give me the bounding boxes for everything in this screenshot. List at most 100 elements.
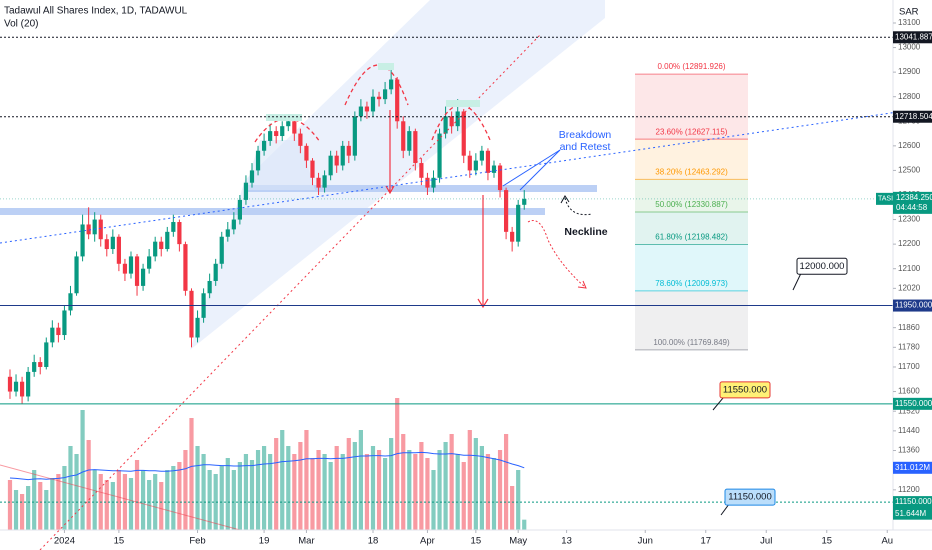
vol-ma-label: 311.012M (895, 463, 930, 472)
candle-body (503, 190, 509, 232)
level-tag-label: 11950.000 (895, 301, 932, 310)
y-tick-label: 13000 (898, 43, 921, 52)
level-tag (893, 299, 932, 312)
trend-line (0, 106, 932, 244)
volume-label: 51.644M (895, 509, 926, 518)
volume-bar (322, 454, 327, 530)
volume-bar (134, 460, 140, 530)
candle-body (413, 131, 418, 164)
volume-bar (473, 438, 478, 530)
volume-bar (389, 438, 394, 530)
level-tag-label: 11550.000 (895, 399, 932, 408)
volume-bar (189, 418, 194, 530)
volume-bar (255, 450, 261, 530)
volume-bar (268, 454, 273, 530)
annotation: Neckline (564, 226, 607, 238)
volume-bar (68, 446, 73, 530)
candle-body (140, 268, 146, 286)
y-tick-label: 12800 (898, 92, 921, 101)
vol-ma-tag (893, 461, 932, 474)
candle-body (110, 236, 115, 250)
volume-bar (449, 434, 454, 530)
level-tag-label: 11150.000 (895, 497, 932, 506)
candle-body (171, 222, 176, 232)
candle-body (316, 177, 321, 188)
candle-body (195, 317, 200, 338)
volume-bar (328, 462, 333, 530)
volume-bar (503, 434, 509, 530)
volume-bar (80, 410, 85, 530)
candle-body (86, 224, 91, 235)
volume-bar (419, 442, 424, 530)
fib-label: 78.60% (12009.973) (655, 279, 728, 288)
y-tick-label: 11700 (898, 362, 920, 371)
countdown: 04:44:58 (896, 203, 928, 212)
candle-body (401, 121, 406, 151)
x-tick-label: 19 (259, 536, 270, 547)
volume-bar (292, 454, 297, 530)
y-tick-label: 11520 (898, 406, 920, 415)
candle-body (261, 140, 267, 151)
candle-body (443, 116, 448, 134)
candle-body (334, 155, 339, 166)
axis: 1310013000129001280012700126001250012400… (54, 18, 932, 547)
candle-body (255, 150, 261, 171)
volume-bar (516, 470, 521, 530)
volume-bar (340, 454, 345, 530)
x-tick-label: 18 (368, 536, 379, 547)
candle-body (213, 263, 218, 281)
volume-bar (437, 450, 442, 530)
candle-body (44, 342, 49, 367)
pattern-fill (245, 140, 315, 190)
candle-body (370, 96, 376, 112)
fib-label: 61.80% (12198.482) (655, 233, 728, 242)
volume-bar (56, 474, 61, 530)
volume-bar (455, 454, 460, 530)
fib-label: 23.60% (12627.115) (656, 127, 728, 136)
candle-body (274, 131, 279, 137)
volume-bar (44, 490, 49, 530)
fib-zone (635, 179, 748, 212)
neckline-pointer (564, 197, 593, 216)
currency: SAR (899, 7, 919, 18)
volume-bar (207, 470, 212, 530)
candle-body (491, 165, 497, 173)
volume-bar (522, 519, 527, 530)
candle-body (461, 111, 466, 156)
volume-bar (479, 446, 484, 530)
candle-body (68, 293, 73, 311)
candle-body (431, 177, 436, 188)
y-tick-label: 11440 (898, 426, 920, 435)
y-tick-label: 11360 (898, 446, 920, 455)
callout-box (724, 488, 776, 506)
fib-zone (635, 74, 748, 140)
volume-bar (280, 430, 285, 530)
candle-body (207, 280, 212, 294)
candle-body (26, 371, 31, 397)
x-tick-label: 15 (114, 536, 125, 547)
candle-body (322, 175, 327, 188)
symbol-label: TASI (878, 196, 893, 203)
volume-bar (171, 466, 176, 530)
volume-bar (304, 430, 309, 530)
projection-path (527, 220, 586, 288)
volume-bar (183, 450, 188, 530)
volume-bar (431, 470, 436, 530)
y-tick-label: 12100 (898, 264, 921, 273)
fib-label: 0.00% (12891.926) (657, 62, 725, 71)
x-tick-label: Apr (420, 536, 435, 547)
candle-body (479, 150, 484, 161)
volume-bar (316, 450, 321, 530)
candle-body (177, 222, 182, 245)
volume-bar (491, 458, 497, 530)
volume-bar (13, 490, 19, 530)
volume-bar (219, 466, 224, 530)
volume-tag (893, 507, 932, 520)
candle-body (159, 241, 164, 250)
volume-bar (413, 454, 418, 530)
x-tick-label: 13 (561, 536, 572, 547)
candle-body (352, 116, 357, 156)
last-price-tag (893, 191, 932, 214)
volume-bar (153, 474, 158, 530)
